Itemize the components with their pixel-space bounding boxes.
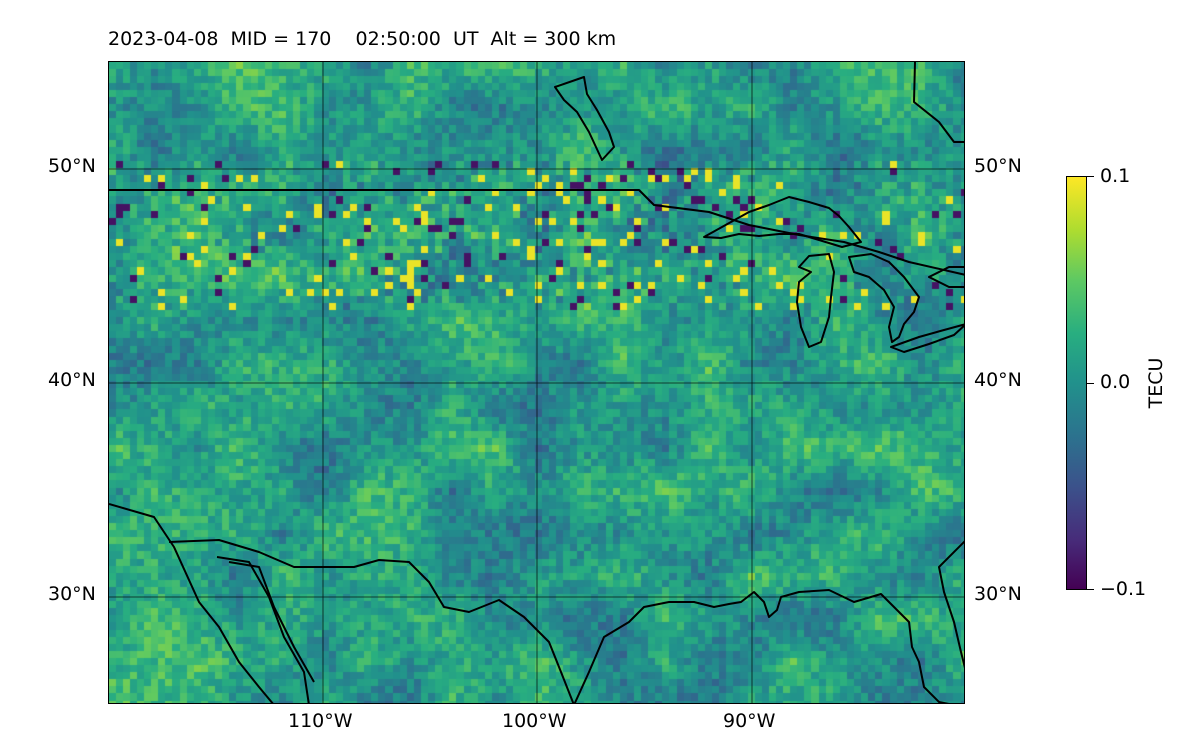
lat-label-left-50: 50°N: [48, 155, 96, 177]
lake-superior: [703, 196, 862, 248]
lat-label-left-30: 30°N: [48, 583, 96, 605]
coastlines-borders: [109, 62, 964, 703]
colorbar: [1066, 176, 1087, 590]
lon-label-90: 90°W: [723, 710, 776, 732]
lat-label-left-40: 40°N: [48, 369, 96, 391]
lat-label-right-40: 40°N: [974, 369, 1022, 391]
colorbar-label-zero: 0.0: [1100, 371, 1131, 393]
colorbar-tick-bottom: [1087, 589, 1094, 590]
florida-atlantic-coast: [938, 540, 964, 669]
lake-ontario: [928, 266, 964, 288]
colorbar-label-max: 0.1: [1100, 165, 1131, 187]
lake-michigan: [796, 253, 835, 348]
gulf-coast: [573, 589, 950, 703]
lake-winnipeg: [554, 76, 615, 161]
lat-label-right-50: 50°N: [974, 155, 1022, 177]
colorbar-tick-top: [1087, 176, 1094, 177]
graticule: [109, 62, 964, 703]
pacific-coast: [109, 503, 274, 703]
us-canada-border: [109, 189, 964, 276]
map-overlay: [109, 62, 964, 703]
lat-label-right-30: 30°N: [974, 583, 1022, 605]
lon-label-100: 100°W: [502, 710, 567, 732]
us-mexico-border: [168, 539, 575, 703]
colorbar-title: TECU: [1145, 357, 1167, 409]
colorbar-tick-mid: [1087, 383, 1094, 384]
map-title: 2023-04-08 MID = 170 02:50:00 UT Alt = 3…: [108, 28, 617, 50]
hudson-bay-edge: [913, 62, 964, 143]
lake-erie: [890, 323, 964, 353]
baja-peninsula: [216, 556, 310, 703]
lon-label-110: 110°W: [288, 710, 353, 732]
colorbar-label-min: −0.1: [1100, 578, 1147, 600]
lake-huron: [848, 253, 920, 343]
tec-map: [108, 61, 965, 704]
gulf-of-california: [228, 561, 315, 683]
